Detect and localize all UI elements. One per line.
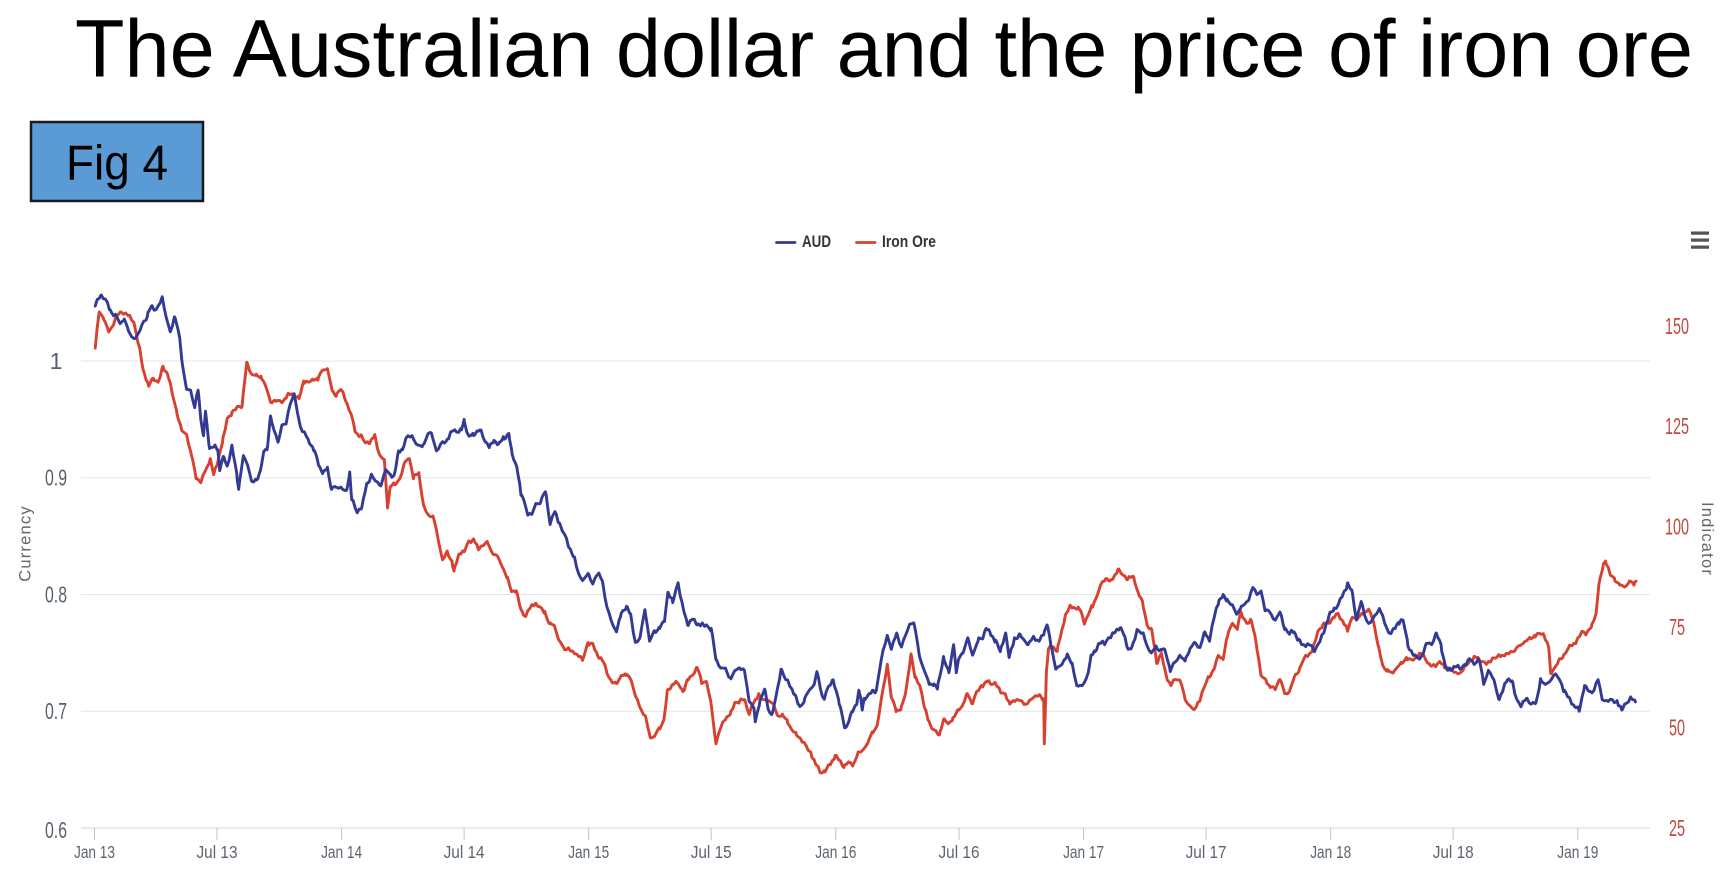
svg-text:Jan 13: Jan 13 — [74, 842, 115, 862]
svg-text:125: 125 — [1665, 413, 1689, 439]
svg-text:0.8: 0.8 — [45, 581, 67, 607]
svg-text:Jul 15: Jul 15 — [691, 842, 732, 862]
svg-text:Jul 18: Jul 18 — [1433, 842, 1474, 862]
svg-text:0.9: 0.9 — [45, 465, 67, 491]
svg-text:0.6: 0.6 — [45, 817, 67, 843]
svg-text:0.7: 0.7 — [45, 698, 67, 724]
svg-text:Jul 13: Jul 13 — [197, 842, 238, 862]
svg-text:Jan 19: Jan 19 — [1557, 842, 1598, 862]
svg-text:Jan 16: Jan 16 — [815, 842, 856, 862]
svg-text:Jan 14: Jan 14 — [321, 842, 362, 862]
svg-text:Jan 15: Jan 15 — [568, 842, 609, 862]
svg-text:Jul 14: Jul 14 — [444, 842, 485, 862]
svg-text:Jul 16: Jul 16 — [939, 842, 980, 862]
svg-text:1: 1 — [50, 348, 63, 374]
svg-text:Iron Ore: Iron Ore — [882, 232, 936, 251]
svg-text:150: 150 — [1665, 313, 1689, 339]
svg-text:Fig 4: Fig 4 — [66, 137, 168, 191]
svg-text:100: 100 — [1665, 514, 1689, 540]
svg-text:50: 50 — [1669, 715, 1685, 741]
svg-text:75: 75 — [1669, 614, 1685, 640]
svg-text:AUD: AUD — [802, 232, 831, 251]
svg-text:Indicator: Indicator — [1698, 502, 1716, 576]
svg-text:Jan 18: Jan 18 — [1310, 842, 1351, 862]
svg-text:Jul 17: Jul 17 — [1186, 842, 1227, 862]
svg-text:Currency: Currency — [17, 505, 35, 582]
svg-text:25: 25 — [1669, 815, 1685, 841]
svg-text:Jan 17: Jan 17 — [1063, 842, 1104, 862]
svg-text:The Australian dollar and the: The Australian dollar and the price of i… — [75, 4, 1693, 95]
